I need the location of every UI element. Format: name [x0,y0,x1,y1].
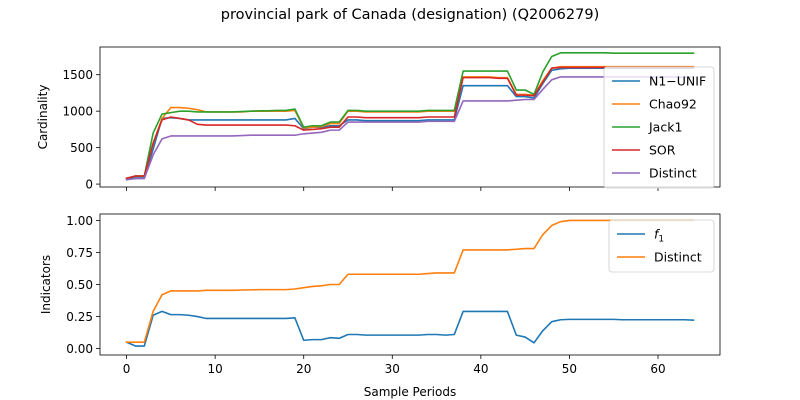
legend-label: Distinct [654,250,702,265]
x-tick-label: 40 [473,362,488,376]
indicators-plot: 0 10 20 30 40 50 60 0.00 0.25 0.50 0.75 1.00 Indicat… [39,213,721,399]
x-tick-label: 60 [650,362,665,376]
legend-label: f1 [654,227,664,245]
legend-label: N1−UNIF [649,74,706,89]
x-tick-label: 10 [208,362,223,376]
series-line-f1 [125,310,695,347]
y-axis-label: Indicators [39,255,53,314]
y-tick-label: 0.00 [66,342,93,356]
series-line-jack1 [125,52,695,180]
y-tick-label: 1.00 [66,214,93,228]
legend-box [603,66,715,189]
legend-label: Chao92 [649,97,697,112]
series-line-distinct [125,219,695,343]
legend: N1−UNIF Chao92 Jack1 SOR Distinct [603,66,715,189]
cardinality-plot: 0 500 1000 1500 Cardinality N1−UNIF Chao92 Jack… [36,46,721,192]
x-axis-label: Sample Periods [364,385,456,399]
y-tick-label: 0 [85,178,93,192]
series-line-distinct [125,76,695,181]
y-tick-label: 1000 [62,105,93,119]
x-tick-label: 20 [296,362,311,376]
x-tick-label: 30 [385,362,400,376]
y-tick-label: 1500 [62,68,93,82]
x-tick-label: 50 [562,362,577,376]
y-tick-label: 0.25 [66,310,93,324]
y-tick-label: 0.50 [66,278,93,292]
series-line-sor [125,66,695,180]
legend-box [608,219,715,273]
chart-title: provincial park of Canada (designation) … [221,7,599,23]
legend: f1 Distinct [608,219,715,273]
plot-frame [99,46,721,188]
y-tick-label: 500 [70,141,93,155]
legend-label: SOR [649,143,676,158]
y-axis-label: Cardinality [36,85,50,150]
legend-label: Jack1 [648,120,682,135]
legend-label: Distinct [649,166,697,181]
x-tick-label: 0 [123,362,131,376]
y-tick-label: 0.75 [66,246,93,260]
